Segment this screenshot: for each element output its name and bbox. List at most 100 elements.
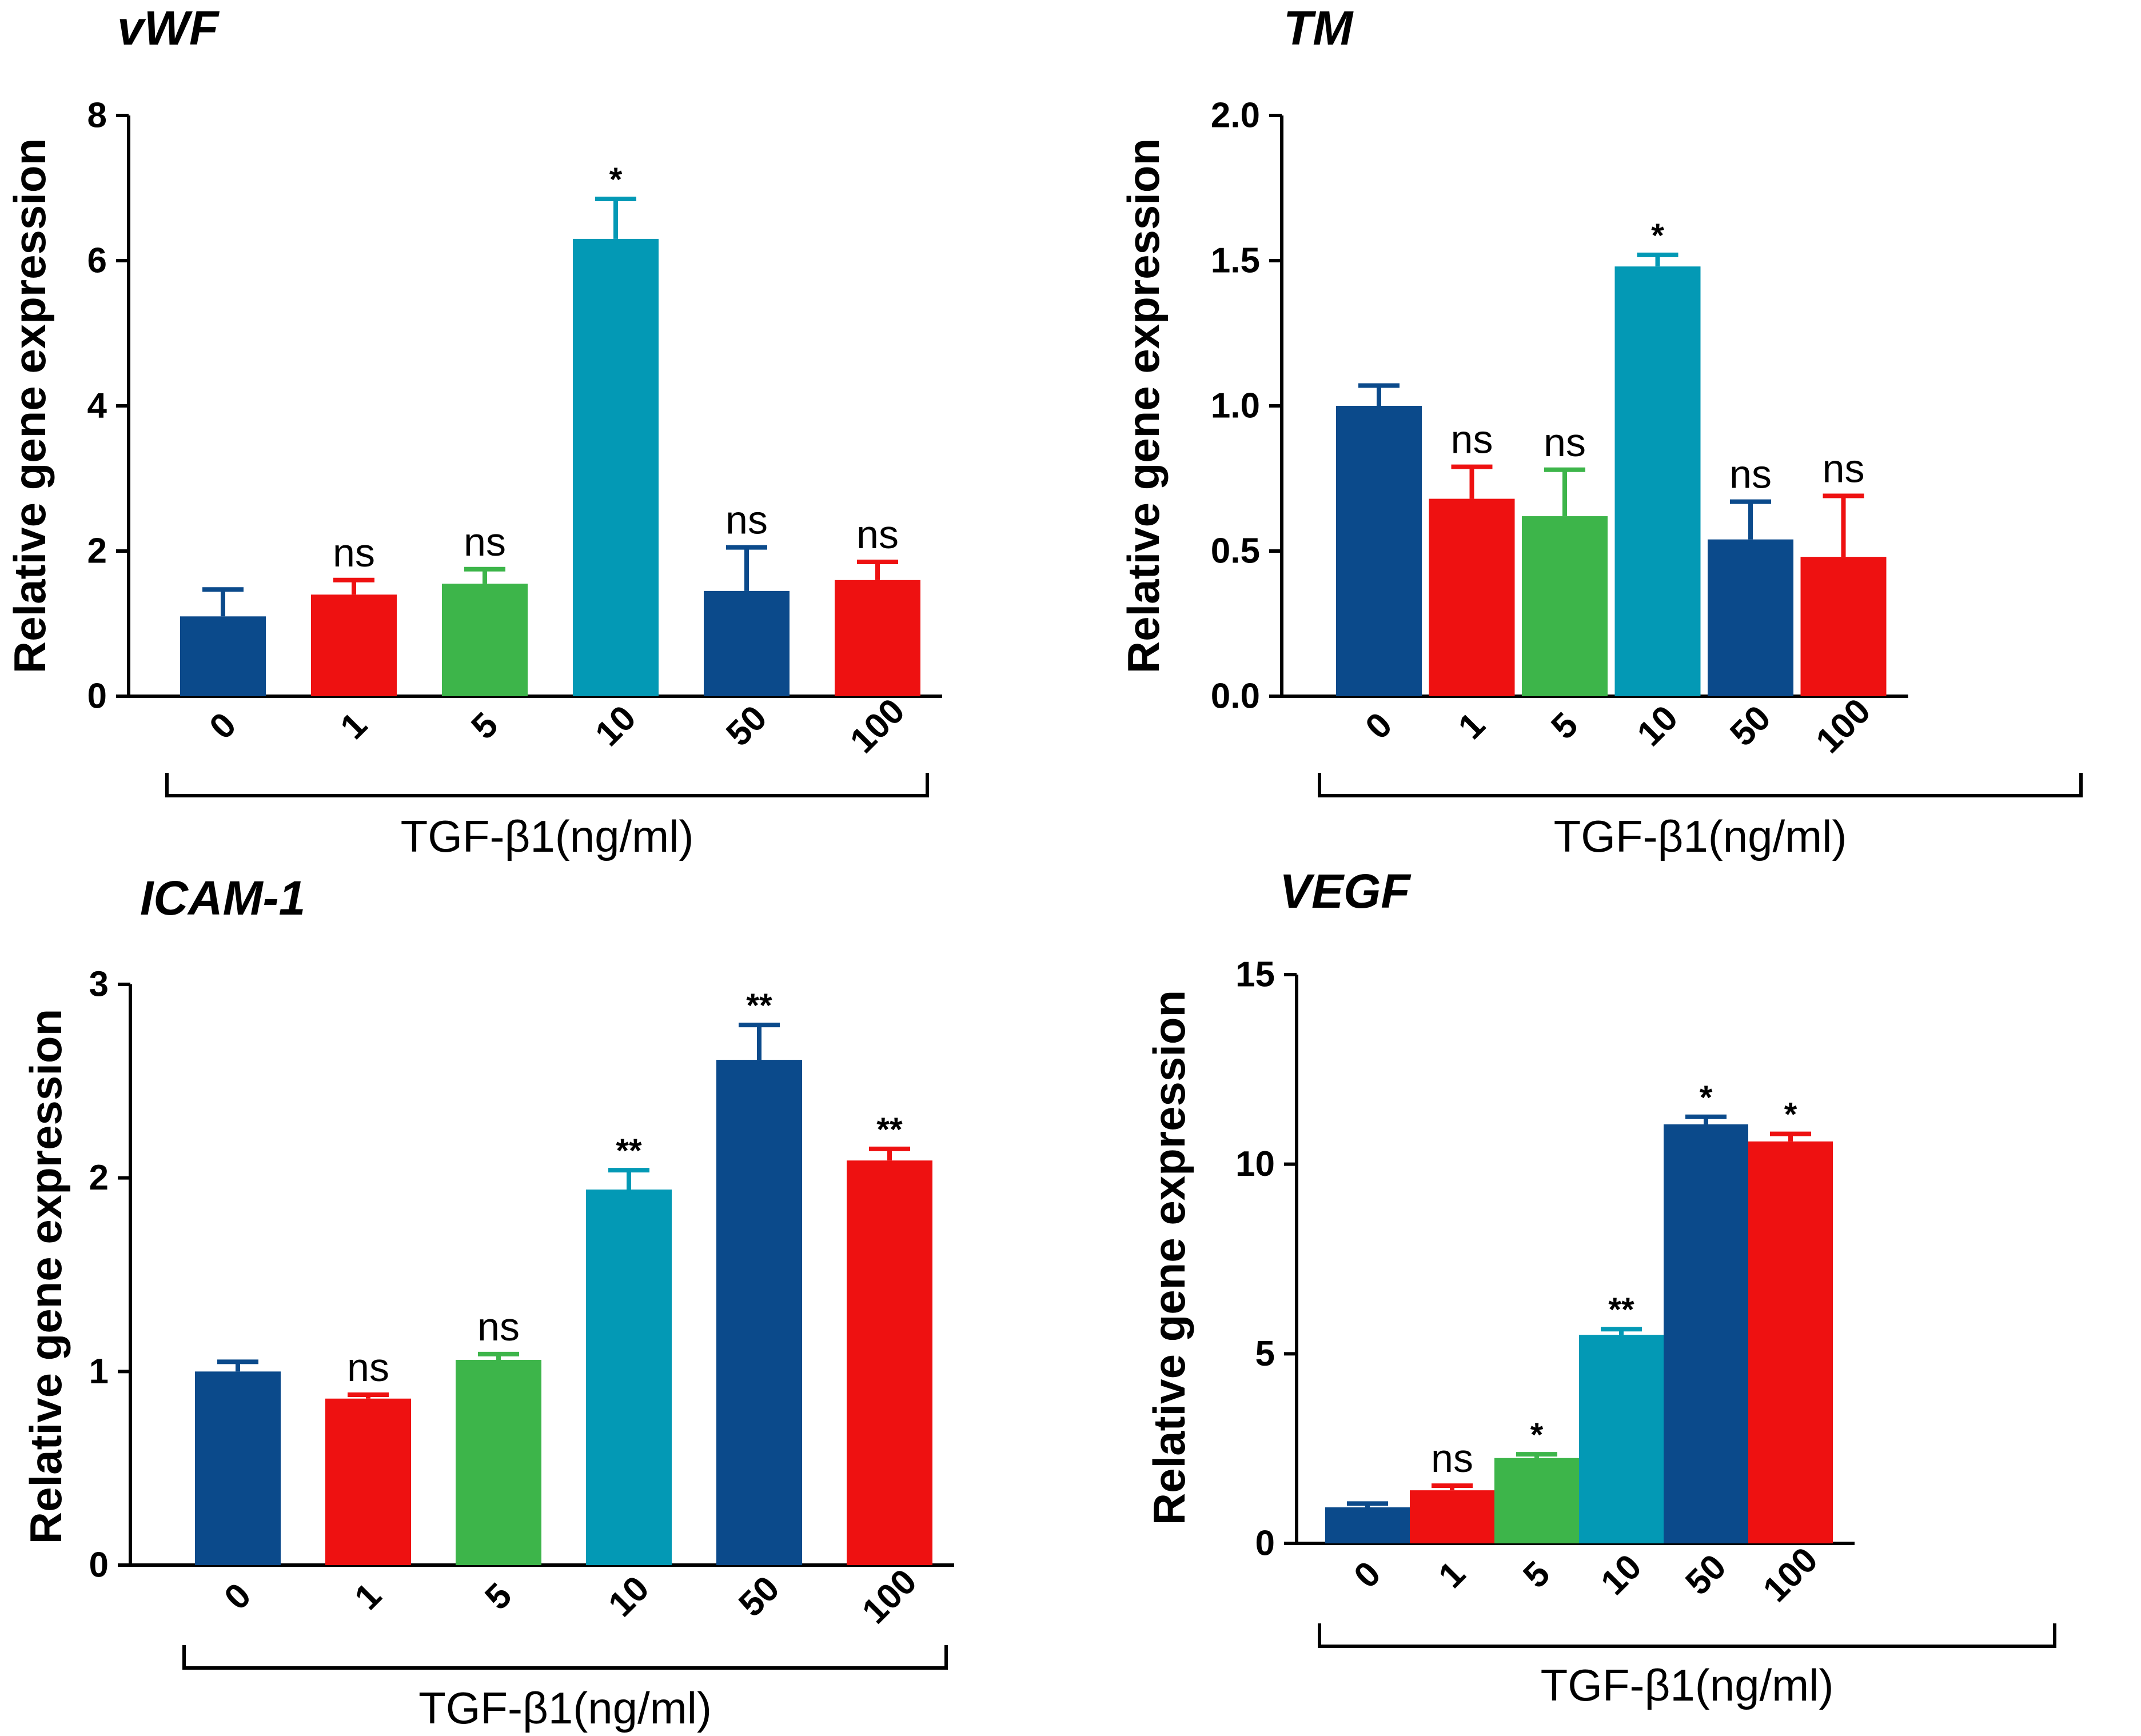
significance-label: ns [1451,417,1493,462]
bar [325,1398,411,1565]
x-tick-label: 50 [1723,698,1779,754]
bar [1708,539,1793,696]
x-tick-label: 0 [1346,1554,1388,1595]
x-tick-label: 0 [1358,705,1400,747]
significance-label: ns [347,1345,389,1390]
panel-title: TM [1283,1,1354,55]
significance-label: * [1784,1096,1797,1134]
bar [704,590,790,696]
x-tick-label: 5 [1516,1554,1557,1595]
bar [1429,498,1515,696]
x-tick-label: 10 [588,698,644,754]
y-axis-label: Relative gene expression [21,1009,71,1544]
y-tick-label: 6 [87,241,107,281]
y-tick-label: 1.0 [1211,386,1260,426]
panel-vegf: VEGF Relative gene expression 0 5 10 15 0 ns 1 * 5… [1144,864,2056,1710]
significance-label: ** [876,1111,903,1148]
y-tick-label: 5 [1255,1334,1275,1374]
y-tick-label: 1 [89,1352,109,1391]
x-tick-label: 5 [464,705,505,747]
significance-label: ns [1431,1436,1473,1480]
panel-vwf: vWF Relative gene expression 0 2 4 6 8 0 ns 1 ns 5 *… [5,1,942,861]
y-tick-label: 8 [87,96,107,135]
x-axis-title: TGF-β1(ng/ml) [418,1683,712,1733]
y-tick-label: 0.5 [1211,532,1260,571]
y-tick-label: 15 [1235,955,1275,995]
panel-title: ICAM-1 [140,871,305,925]
significance-label: ns [464,520,506,564]
x-tick-label: 5 [1544,705,1585,747]
x-group-bracket [1318,773,2083,797]
bar [1325,1507,1410,1543]
significance-label: * [609,161,623,198]
x-group-bracket [165,773,929,797]
y-axis-label: Relative gene expression [5,138,55,673]
y-tick-label: 2 [87,532,107,571]
significance-label: ns [725,498,768,542]
panel-icam-1: ICAM-1 Relative gene expression 0 1 2 3 0 ns 1 ns… [21,871,954,1733]
y-tick-label: 0 [87,677,107,716]
bar [1748,1141,1833,1543]
y-axis-label: Relative gene expression [1144,990,1194,1525]
significance-label: * [1530,1416,1544,1454]
bar [1579,1335,1664,1543]
bar [1494,1458,1579,1543]
panel-tm: TM Relative gene expression 0.0 0.5 1.0 1.5 2.… [1118,1,2083,861]
bar [586,1189,672,1565]
bar [442,584,528,696]
y-tick-label: 1.5 [1211,241,1260,281]
significance-label: ns [1823,446,1865,490]
bar [1664,1124,1748,1543]
y-tick-label: 3 [89,965,109,1004]
bar [573,238,659,696]
bar [835,580,920,696]
x-tick-label: 1 [333,705,374,747]
significance-label: ns [856,512,899,557]
x-group-bracket [1318,1623,2056,1648]
y-axis-label: Relative gene expression [1118,138,1169,673]
significance-label: ns [1544,420,1586,465]
y-tick-label: 2 [89,1158,109,1198]
bar [1800,557,1887,696]
significance-label: ** [616,1132,642,1170]
y-tick-label: 4 [87,386,107,426]
x-tick-label: 100 [1809,691,1879,761]
bar [716,1060,802,1565]
x-tick-label: 1 [1431,1554,1473,1595]
bar [195,1371,281,1565]
y-tick-label: 0.0 [1211,677,1260,716]
y-tick-label: 0 [89,1546,109,1585]
bar [1410,1490,1494,1543]
panel-title: vWF [117,1,220,55]
bar [456,1360,541,1565]
x-tick-label: 50 [719,698,775,754]
significance-label: ** [1608,1291,1634,1328]
x-tick-label: 10 [1630,698,1686,754]
x-tick-label: 100 [855,1562,924,1631]
bar [1522,516,1608,696]
bar [311,594,397,696]
significance-label: * [1651,217,1664,254]
significance-label: ns [1729,452,1772,497]
x-tick-label: 50 [731,1569,787,1625]
y-tick-label: 2.0 [1211,96,1260,135]
x-tick-label: 5 [477,1575,519,1617]
x-tick-label: 0 [217,1575,258,1617]
x-tick-label: 50 [1678,1547,1734,1603]
significance-label: ns [333,530,375,575]
x-group-bracket [182,1645,948,1670]
x-tick-label: 0 [202,705,244,747]
bar [1336,406,1422,696]
panel-title: VEGF [1279,864,1412,918]
bar [1614,266,1701,696]
y-tick-label: 0 [1255,1524,1275,1563]
x-tick-label: 10 [1593,1547,1649,1603]
significance-label: ns [477,1304,520,1349]
x-axis-title: TGF-β1(ng/ml) [401,811,694,861]
bar [180,616,266,696]
bar [847,1160,932,1565]
x-tick-label: 10 [601,1569,657,1625]
x-tick-label: 1 [1451,705,1493,747]
significance-label: * [1700,1079,1713,1116]
